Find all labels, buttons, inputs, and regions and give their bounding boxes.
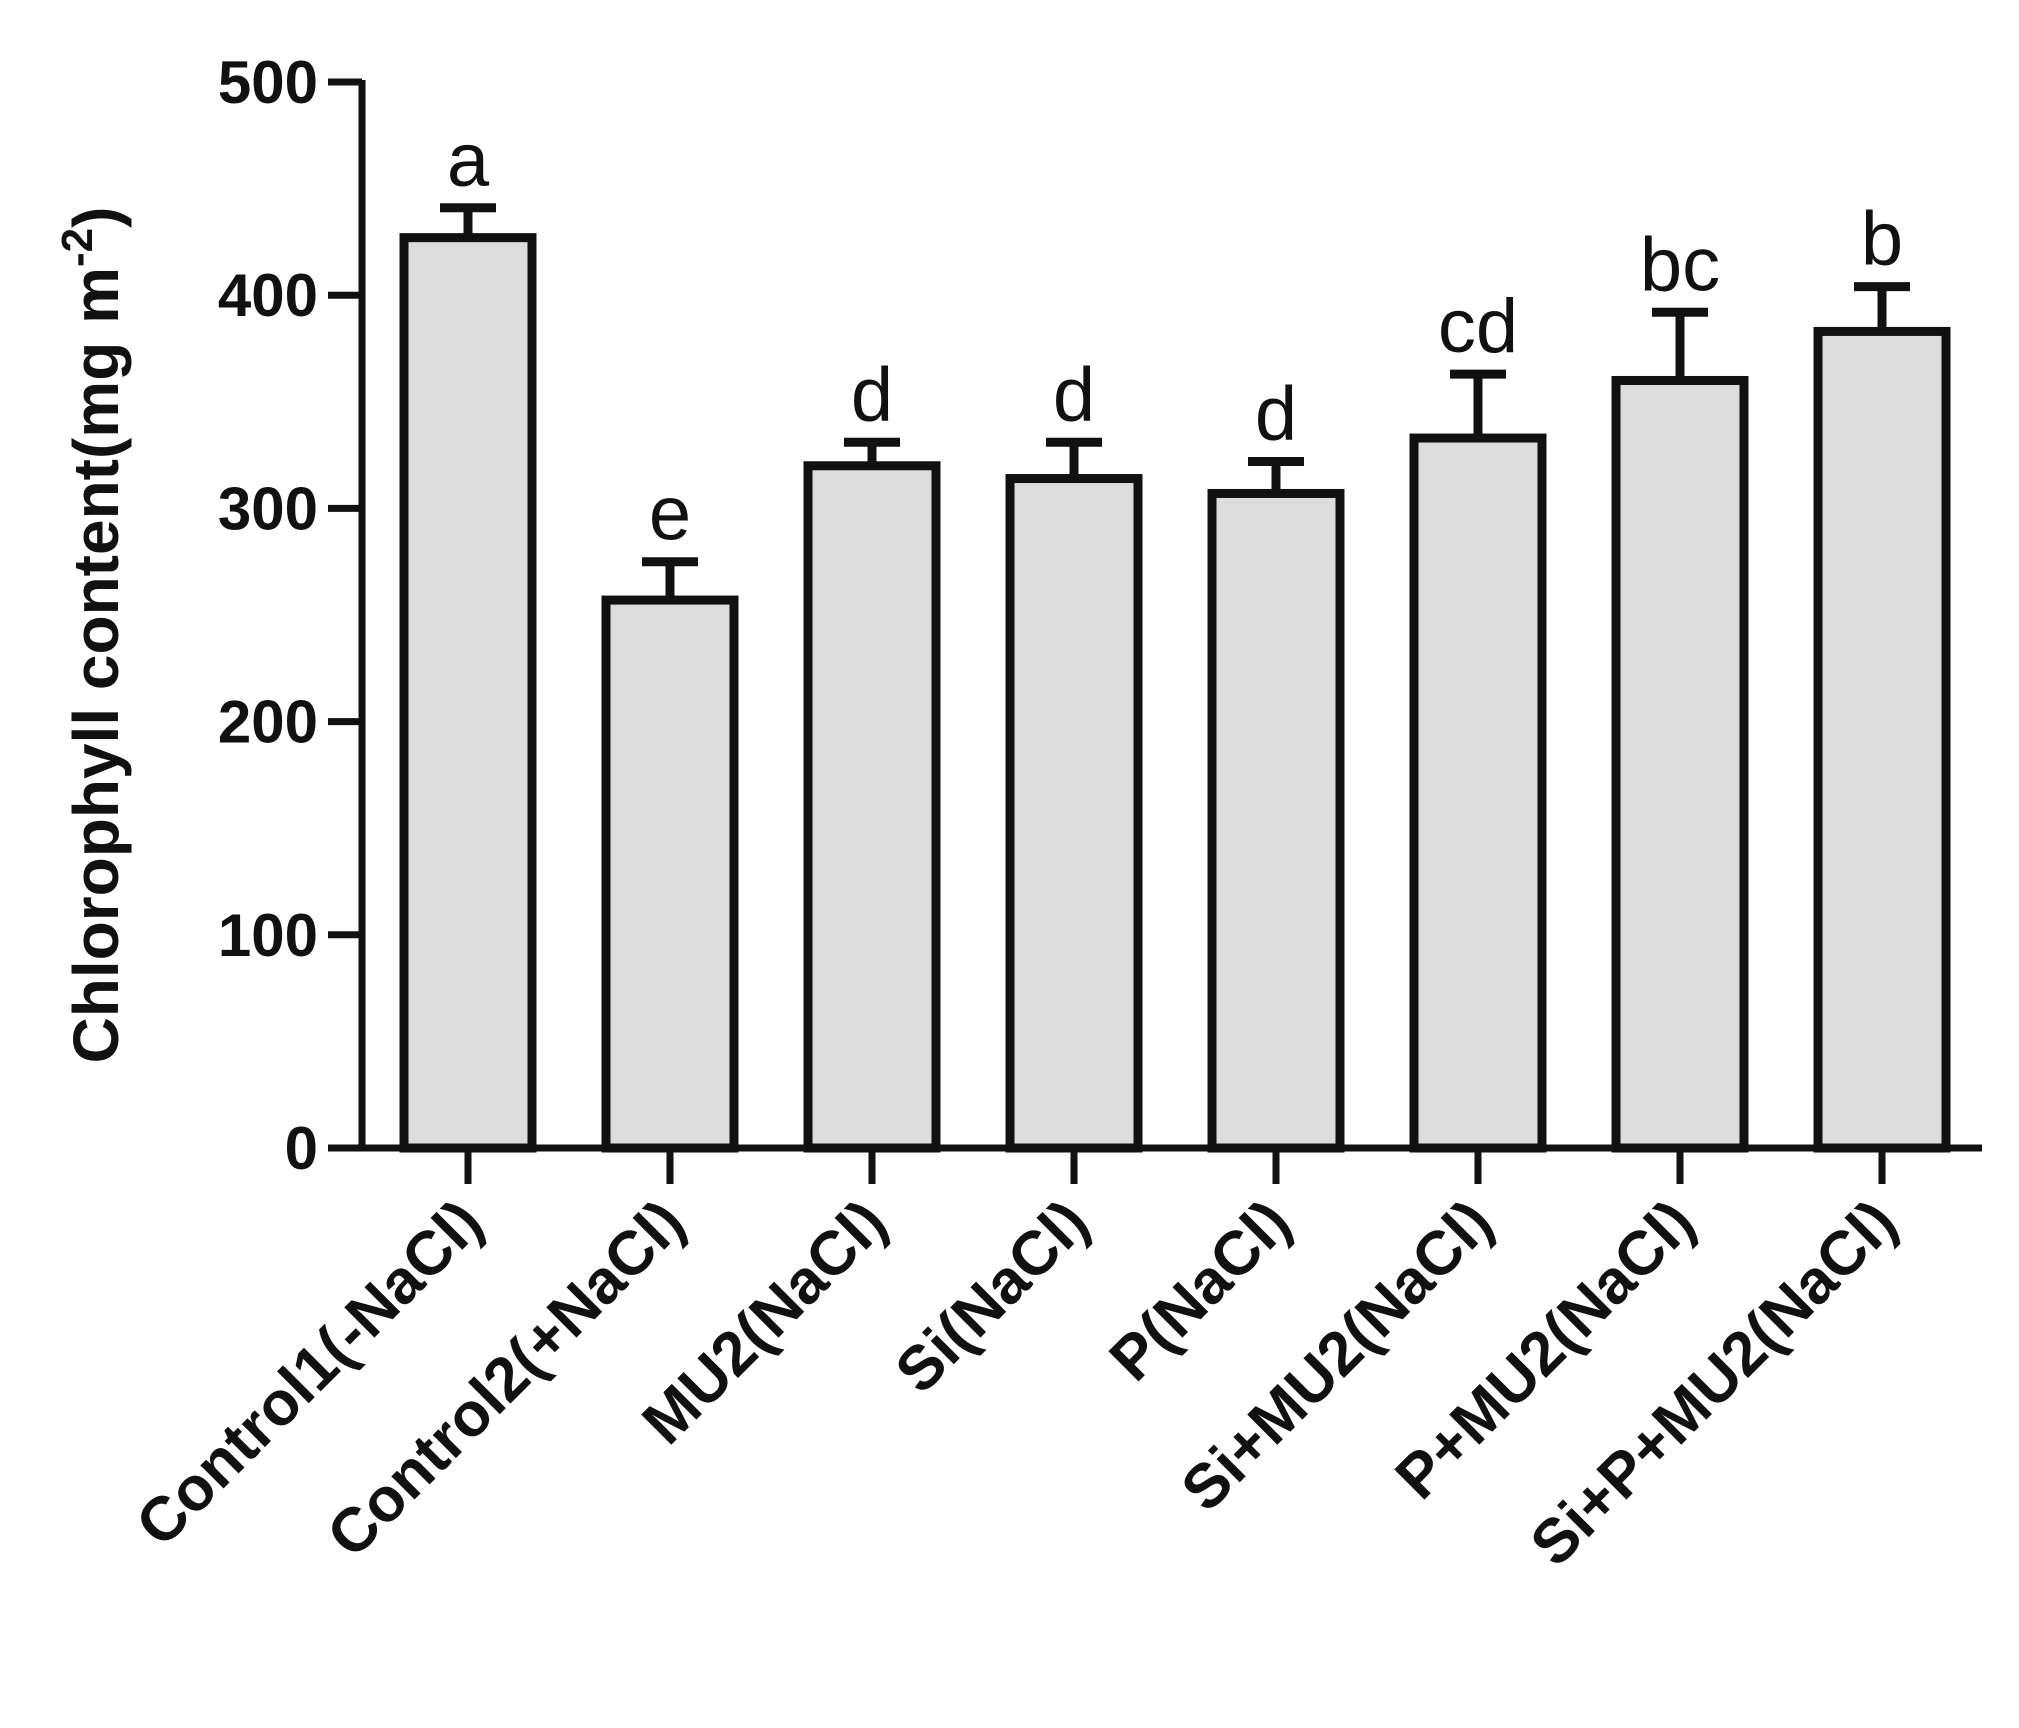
y-tick-label: 0 (285, 1115, 318, 1182)
significance-label: cd (1438, 284, 1518, 369)
y-axis-ticks: 0 100 200 300 400 500 (218, 49, 362, 1182)
significance-label: d (1053, 352, 1095, 437)
x-tick-label: Si(NaCl) (883, 1187, 1102, 1406)
bar (1005, 474, 1143, 1153)
x-tick-label: Control1(-NaCl) (123, 1187, 496, 1560)
x-tick-label: P(NaCl) (1097, 1187, 1304, 1394)
bar (1611, 375, 1749, 1153)
y-axis-label-main: Chlorophyll content(mg m (60, 267, 132, 1063)
significance-label: b (1861, 197, 1903, 282)
bar (1409, 433, 1547, 1153)
bar (1813, 326, 1951, 1153)
chart-bars: a e d d d cd bc b (399, 118, 1951, 1153)
x-tick-label: Si+P+MU2(NaCl) (1518, 1187, 1910, 1579)
y-axis-label: Chlorophyll content(mg m-2) (53, 207, 132, 1064)
bar (1207, 488, 1345, 1153)
y-axis-label-suffix: ) (60, 207, 132, 228)
y-tick-label: 200 (218, 689, 318, 756)
x-axis-ticks: Control1(-NaCl)Control2(+NaCl)MU2(NaCl)S… (123, 1148, 1910, 1579)
y-tick-label: 400 (218, 262, 318, 329)
y-axis-label-superscript: -2 (53, 228, 102, 267)
y-tick-label: 500 (218, 49, 318, 116)
x-tick-label: Control2(+NaCl) (314, 1187, 698, 1571)
bar (601, 595, 739, 1153)
significance-label: bc (1640, 222, 1720, 307)
significance-label: d (1255, 371, 1297, 456)
bar (399, 233, 537, 1153)
significance-label: e (649, 472, 691, 557)
y-tick-label: 300 (218, 475, 318, 542)
bar (803, 461, 941, 1153)
y-tick-label: 100 (218, 902, 318, 969)
significance-label: a (447, 118, 490, 203)
significance-label: d (851, 352, 893, 437)
